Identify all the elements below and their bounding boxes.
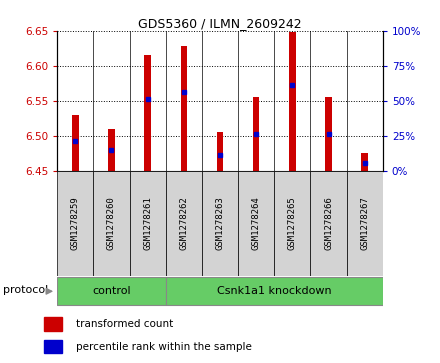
Text: GSM1278267: GSM1278267 — [360, 196, 369, 250]
Bar — [129, 171, 166, 276]
Bar — [289, 32, 296, 171]
Text: GSM1278263: GSM1278263 — [216, 196, 224, 250]
Text: GSM1278264: GSM1278264 — [252, 196, 260, 250]
Text: GSM1278265: GSM1278265 — [288, 196, 297, 250]
Title: GDS5360 / ILMN_2609242: GDS5360 / ILMN_2609242 — [138, 17, 302, 30]
Bar — [144, 55, 151, 171]
Bar — [72, 115, 79, 171]
Bar — [217, 132, 223, 171]
Text: Csnk1a1 knockdown: Csnk1a1 knockdown — [217, 286, 332, 296]
Text: GSM1278259: GSM1278259 — [71, 196, 80, 250]
Bar — [274, 171, 311, 276]
Bar — [108, 129, 115, 171]
Text: GSM1278262: GSM1278262 — [180, 196, 188, 250]
Bar — [311, 171, 347, 276]
Bar — [166, 171, 202, 276]
Text: GSM1278261: GSM1278261 — [143, 196, 152, 250]
Bar — [44, 317, 62, 331]
Text: percentile rank within the sample: percentile rank within the sample — [76, 342, 252, 352]
Bar — [57, 171, 93, 276]
Bar — [57, 277, 166, 305]
Text: protocol: protocol — [3, 285, 48, 295]
Text: control: control — [92, 286, 131, 296]
Bar — [180, 46, 187, 171]
Bar — [347, 171, 383, 276]
Bar — [44, 340, 62, 354]
Bar — [361, 153, 368, 171]
Bar — [325, 97, 332, 171]
Text: GSM1278260: GSM1278260 — [107, 196, 116, 250]
Text: GSM1278266: GSM1278266 — [324, 196, 333, 250]
Bar — [238, 171, 274, 276]
Text: transformed count: transformed count — [76, 319, 173, 329]
Bar — [202, 171, 238, 276]
Bar — [93, 171, 129, 276]
Bar — [166, 277, 383, 305]
Bar — [253, 97, 260, 171]
